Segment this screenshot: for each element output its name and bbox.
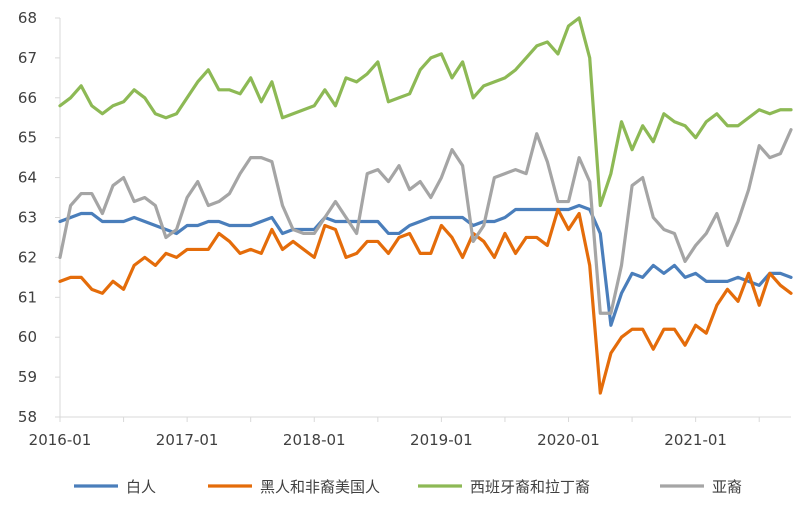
- y-axis-ticks: 58 59 60 61 62 63 64 65 66 67 68: [18, 9, 60, 426]
- x-axis-ticks: 2016-01 2017-01 2018-01 2019-01 2020-01 2021-…: [29, 417, 760, 449]
- series-line-2: [58, 16, 793, 208]
- y-tick-label: 65: [18, 129, 37, 147]
- x-tick-label: 2020-01: [537, 431, 600, 449]
- x-tick-label: 2018-01: [283, 431, 346, 449]
- x-tick-label: 2019-01: [410, 431, 473, 449]
- legend-label-3: 亚裔: [712, 478, 742, 496]
- x-tick-label: 2016-01: [29, 431, 92, 449]
- y-tick-label: 62: [18, 248, 37, 266]
- legend-label-1: 黑人和非裔美国人: [260, 478, 380, 496]
- y-tick-label: 58: [18, 408, 37, 426]
- y-tick-label: 64: [18, 169, 37, 187]
- series-line-3: [58, 128, 793, 315]
- chart-axes: [59, 18, 791, 418]
- y-tick-label: 63: [18, 209, 37, 227]
- y-tick-label: 67: [18, 49, 37, 67]
- x-tick-label: 2021-01: [664, 431, 727, 449]
- legend-label-2: 西班牙裔和拉丁裔: [470, 478, 590, 496]
- y-tick-label: 59: [18, 368, 37, 386]
- series-line-0: [58, 203, 793, 327]
- series-layer: [58, 16, 793, 395]
- y-tick-label: 60: [18, 328, 37, 346]
- y-tick-label: 66: [18, 89, 37, 107]
- x-tick-label: 2017-01: [156, 431, 219, 449]
- legend-label-0: 白人: [126, 478, 156, 496]
- y-tick-label: 61: [18, 288, 37, 306]
- y-tick-label: 68: [18, 9, 37, 27]
- legend: 白人 黑人和非裔美国人 西班牙裔和拉丁裔 亚裔: [74, 478, 742, 496]
- series-line-1: [58, 207, 793, 395]
